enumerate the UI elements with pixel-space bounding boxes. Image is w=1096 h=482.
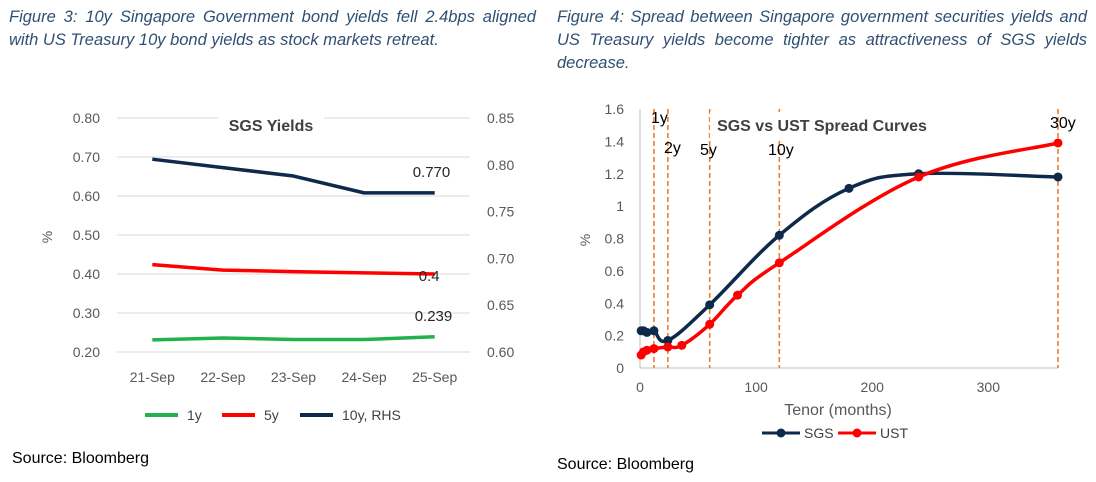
data-point-ust <box>1053 138 1063 148</box>
y2-tick-label: 0.65 <box>487 297 514 313</box>
chart-title: SGS vs UST Spread Curves <box>717 118 927 135</box>
data-point-ust <box>677 340 687 350</box>
y2-tick-label: 0.70 <box>487 250 514 266</box>
chart-title-background <box>218 112 324 138</box>
reference-label: 30y <box>1050 115 1076 132</box>
legend-label: 10y, RHS <box>342 407 401 423</box>
series-line-1y <box>152 335 435 342</box>
data-point-sgs <box>642 327 652 337</box>
y-tick-label: 0.20 <box>73 344 100 360</box>
legend-marker <box>852 428 862 438</box>
x-tick-label: 200 <box>861 379 885 395</box>
chart-title: SGS Yields <box>229 118 314 135</box>
y-tick-label: 0.4 <box>605 295 625 311</box>
end-data-label: 0.770 <box>413 164 451 181</box>
y2-tick-label: 0.75 <box>487 204 514 220</box>
series-line-5y <box>152 262 435 276</box>
end-data-label: 0.4 <box>419 268 440 285</box>
x-tick-label: 24-Sep <box>342 369 387 385</box>
y-axis-label: % <box>577 234 593 246</box>
end-data-label: 0.239 <box>415 308 453 325</box>
data-point-ust <box>914 172 924 182</box>
y-tick-label: 1.4 <box>605 133 625 149</box>
legend-label: SGS <box>804 425 834 441</box>
series-line-10y-rhs <box>152 157 435 195</box>
y2-tick-label: 0.80 <box>487 157 514 173</box>
y-axis-label: % <box>39 231 55 243</box>
legend-label: UST <box>880 425 908 441</box>
y-tick-label: 0.80 <box>73 110 100 126</box>
y-tick-label: 0 <box>616 360 624 376</box>
reference-label: 10y <box>768 142 794 159</box>
x-tick-label: 23-Sep <box>271 369 316 385</box>
x-tick-label: 21-Sep <box>130 369 175 385</box>
chart-title-background <box>710 112 934 138</box>
data-point-sgs <box>663 335 673 345</box>
data-point-sgs <box>705 300 715 310</box>
y-tick-label: 1.2 <box>605 166 625 182</box>
x-tick-label: 22-Sep <box>200 369 245 385</box>
y-tick-label: 0.60 <box>73 188 100 204</box>
figure4-caption: Figure 4: Spread between Singapore gover… <box>557 8 1087 72</box>
legend-marker <box>776 428 786 438</box>
y-tick-label: 1.6 <box>605 101 625 117</box>
data-point-sgs <box>844 183 854 193</box>
data-point-sgs <box>649 326 659 336</box>
x-tick-label: 100 <box>744 379 768 395</box>
data-point-ust <box>733 290 743 300</box>
data-point-sgs <box>774 230 784 240</box>
legend-label: 1y <box>187 407 202 423</box>
figure4-source: Source: Bloomberg <box>557 456 694 473</box>
data-point-ust <box>705 319 715 329</box>
reference-label: 1y <box>651 110 668 127</box>
y-tick-label: 0.30 <box>73 305 100 321</box>
y-tick-label: 0.40 <box>73 266 100 282</box>
y-tick-label: 0.2 <box>605 328 625 344</box>
reference-label: 2y <box>664 140 681 157</box>
figure3-caption: Figure 3: 10y Singapore Government bond … <box>9 8 536 49</box>
data-point-ust <box>663 342 673 352</box>
y2-tick-label: 0.60 <box>487 344 514 360</box>
x-tick-label: 300 <box>977 379 1001 395</box>
figure3-source: Source: Bloomberg <box>12 450 149 467</box>
data-point-ust <box>774 258 784 268</box>
y-tick-label: 0.70 <box>73 149 100 165</box>
y2-tick-label: 0.85 <box>487 110 514 126</box>
data-point-ust <box>649 344 659 354</box>
x-tick-label: 25-Sep <box>412 369 457 385</box>
data-point-ust <box>642 345 652 355</box>
reference-label: 5y <box>700 142 717 159</box>
legend-label: 5y <box>264 407 279 423</box>
y-tick-label: 1 <box>616 198 624 214</box>
y-tick-label: 0.50 <box>73 227 100 243</box>
y-tick-label: 0.6 <box>605 263 625 279</box>
x-axis-label: Tenor (months) <box>784 402 892 419</box>
series-line-sgs <box>641 171 1059 344</box>
y-tick-label: 0.8 <box>605 231 625 247</box>
data-point-sgs <box>1053 172 1063 182</box>
x-tick-label: 0 <box>636 379 644 395</box>
